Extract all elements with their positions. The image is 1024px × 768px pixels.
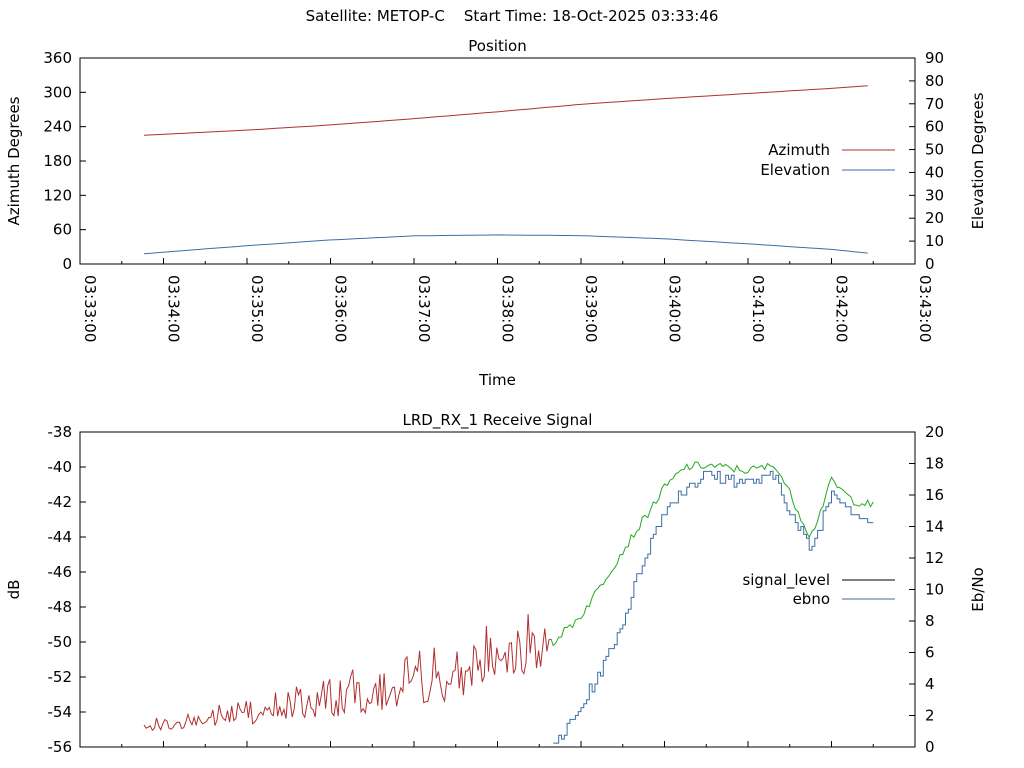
series-line-ebno	[553, 470, 874, 744]
y-tick-label: 360	[43, 49, 72, 67]
y-tick-label: 60	[53, 221, 72, 239]
y-tick-label: -50	[48, 633, 73, 651]
y-tick-label: 120	[43, 186, 72, 204]
x-tick-label: 03:37:00	[415, 275, 433, 342]
satellite-label: Satellite: METOP-C	[305, 7, 445, 25]
y2-tick-label: 14	[925, 518, 944, 536]
y-tick-label: -54	[48, 703, 73, 721]
x-tick-label: 03:39:00	[582, 275, 600, 342]
y2-tick-label: 70	[925, 95, 944, 113]
x-tick-label: 03:38:00	[499, 275, 517, 342]
legend-label: Elevation	[760, 161, 830, 179]
y2-tick-label: 10	[925, 581, 944, 599]
y2-tick-label: 20	[925, 423, 944, 441]
y-axis-label: Azimuth Degrees	[5, 96, 23, 225]
x-tick-label: 03:33:00	[81, 275, 99, 342]
legend-label: Azimuth	[768, 141, 830, 159]
y-tick-label: 300	[43, 83, 72, 101]
x-tick-label: 03:35:00	[248, 275, 266, 342]
y-tick-label: -40	[48, 458, 73, 476]
x-tick-label: 03:43:00	[916, 275, 934, 342]
chart-title: Position	[468, 37, 526, 55]
x-tick-label: 03:36:00	[332, 275, 350, 342]
y2-tick-label: 50	[925, 141, 944, 159]
y2-tick-label: 80	[925, 72, 944, 90]
legend-label: ebno	[793, 590, 830, 608]
y2-tick-label: 2	[925, 707, 935, 725]
y2-tick-label: 16	[925, 486, 944, 504]
x-tick-label: 03:40:00	[666, 275, 684, 342]
position-chart: Position 0 60 120 180 240 300 360 0 10 20 30 40 50 60 7…	[5, 37, 987, 389]
chart-suptitle: Satellite: METOP-C Start Time: 18-Oct-20…	[0, 7, 1024, 25]
y2-tick-label: 40	[925, 163, 944, 181]
y2-tick-label: 20	[925, 209, 944, 227]
y2-tick-label: 8	[925, 612, 935, 630]
y2-tick-label: 6	[925, 644, 935, 662]
y2-tick-label: 4	[925, 675, 935, 693]
y2-tick-label: 12	[925, 549, 944, 567]
y-tick-label: 240	[43, 118, 72, 136]
x-tick-label: 03:41:00	[749, 275, 767, 342]
y2-tick-label: 18	[925, 455, 944, 473]
y-tick-label: -48	[48, 598, 73, 616]
series-line-signal-level-high	[550, 461, 874, 647]
y2-tick-label: 60	[925, 118, 944, 136]
plot-frame	[79, 431, 916, 748]
start-time-label: Start Time: 18-Oct-2025 03:33:46	[463, 7, 719, 25]
y-tick-label: -52	[48, 668, 73, 686]
y-tick-label: -56	[48, 738, 73, 756]
chart-title: LRD_RX_1 Receive Signal	[403, 411, 593, 430]
x-tick-label: 03:34:00	[165, 275, 183, 342]
x-axis-label: Time	[478, 371, 516, 389]
y2-axis-label: Elevation Degrees	[969, 92, 987, 229]
y-tick-label: 180	[43, 152, 72, 170]
y-tick-label: -42	[48, 493, 73, 511]
y2-tick-label: 0	[925, 738, 935, 756]
y2-tick-label: 30	[925, 186, 944, 204]
legend-label: signal_level	[742, 571, 830, 590]
y2-tick-label: 90	[925, 49, 944, 67]
y-tick-label: -46	[48, 563, 73, 581]
series-line-signal-level-low	[143, 614, 552, 732]
series-line-azimuth	[143, 85, 868, 136]
y-tick-label: -38	[48, 423, 73, 441]
y2-tick-label: 0	[925, 255, 935, 273]
series-line-elevation	[143, 234, 868, 255]
y2-tick-label: 10	[925, 232, 944, 250]
x-tick-label: 03:42:00	[833, 275, 851, 342]
y2-axis-label: Eb/No	[969, 567, 987, 611]
y-tick-label: -44	[48, 528, 73, 546]
y-tick-label: 0	[62, 255, 72, 273]
receive-signal-chart: LRD_RX_1 Receive Signal -56 -54 -52 -50 -48 -4…	[5, 411, 987, 756]
y-axis-label: dB	[5, 580, 23, 600]
